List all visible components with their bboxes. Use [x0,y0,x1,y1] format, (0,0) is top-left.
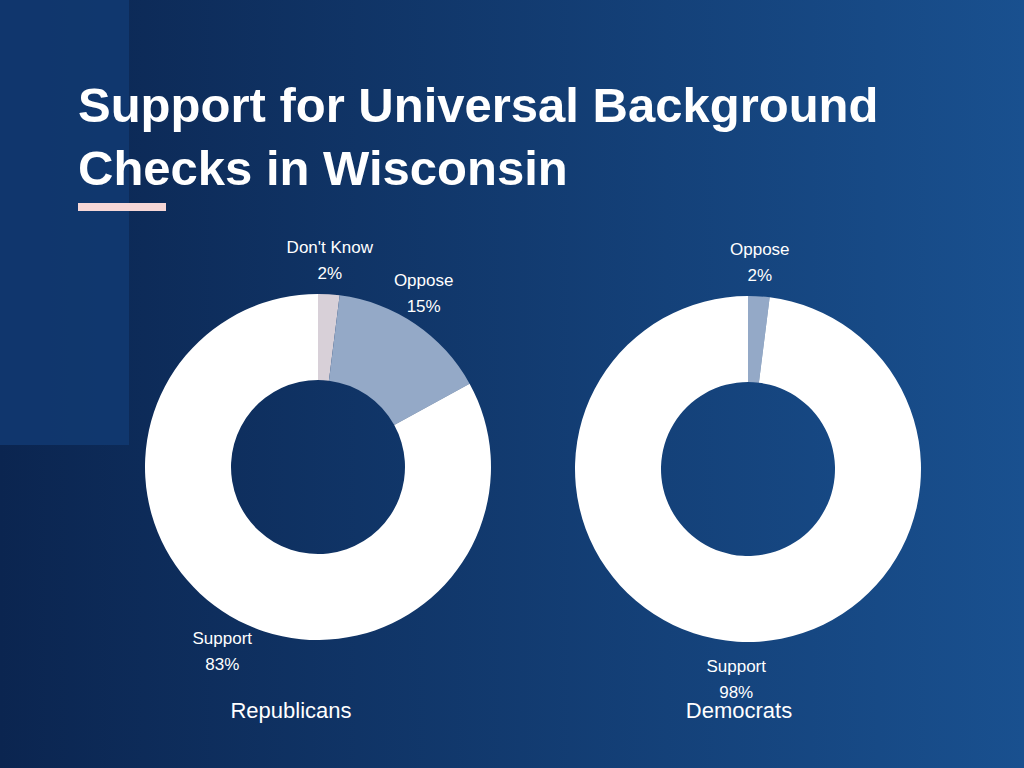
slice [145,294,491,640]
donut-chart: Don't Know 2% Oppose 15% Support 83% [145,238,491,673]
data-label: Support 83% [193,629,253,674]
slices [575,296,921,642]
donut-title: Democrats [686,698,792,723]
background-panel [0,0,129,445]
slices [145,294,491,640]
slice-category: Don't Know [287,238,374,257]
chart-title-line: Checks in Wisconsin [78,141,568,195]
slice-value: 2% [748,266,773,285]
background [0,0,1024,768]
chart-title: Support for Universal Background Checks i… [78,78,878,195]
donut-chart: Oppose 2% Support98% [575,240,921,701]
slice-value: 2% [318,264,343,283]
slice-value: 83% [205,655,239,674]
slice-category: Support [193,629,253,648]
data-label: Don't Know 2% [287,238,374,283]
slice-category: Oppose [730,240,790,259]
slice-value: 15% [407,297,441,316]
slice-category: Support [706,657,766,676]
data-label: Oppose 2% [730,240,790,285]
slice-category: Oppose [394,271,454,290]
data-label: Oppose 15% [394,271,454,316]
chart-canvas: Support for Universal Background Checks i… [0,0,1024,768]
data-label: Support98% [706,657,766,702]
title-underline [78,203,166,211]
donut-title: Republicans [230,698,351,723]
slice [575,296,921,642]
chart-title-line: Support for Universal Background [78,78,878,132]
